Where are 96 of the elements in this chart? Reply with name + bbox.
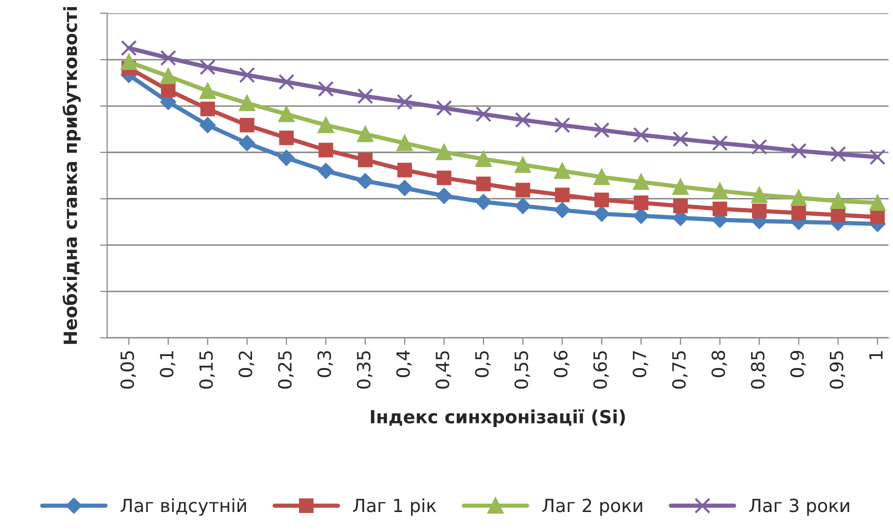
point — [120, 40, 137, 56]
point — [436, 100, 452, 116]
point — [357, 173, 374, 189]
x-tick-label: 0,1 — [160, 351, 176, 378]
legend-label: Лаг відсутній — [120, 498, 246, 516]
point — [436, 144, 452, 160]
x-tick-label: 0,5 — [475, 351, 491, 378]
point — [278, 74, 294, 90]
point — [318, 80, 334, 97]
x-tick-label: 0,75 — [672, 351, 688, 389]
point — [554, 117, 570, 134]
point — [436, 170, 452, 186]
point — [160, 82, 176, 98]
point — [475, 106, 492, 122]
point — [870, 210, 885, 224]
x-tick-label: 0,85 — [750, 351, 766, 389]
point — [594, 192, 609, 208]
point — [516, 182, 530, 198]
point — [752, 204, 767, 218]
x-tick-label: 0,7 — [632, 351, 648, 378]
point — [514, 156, 531, 173]
x-tick-label: 0,15 — [199, 351, 215, 389]
point — [554, 188, 570, 202]
x-tick-label: 0,25 — [278, 351, 294, 389]
point — [318, 163, 334, 179]
point — [870, 149, 886, 166]
x-tick-label: 0,6 — [554, 350, 570, 378]
x-tick-label: 0,45 — [436, 351, 452, 389]
point — [554, 202, 570, 218]
point — [279, 130, 294, 146]
point — [751, 186, 768, 203]
point — [830, 208, 846, 222]
point — [436, 188, 452, 204]
x-tick-label: 0,35 — [356, 351, 372, 389]
point — [870, 194, 886, 211]
point — [634, 196, 648, 210]
point — [160, 68, 176, 84]
point — [791, 206, 806, 220]
point — [200, 82, 216, 99]
point — [396, 180, 413, 196]
point — [790, 190, 807, 206]
x-tick-label: 0,2 — [238, 351, 254, 378]
point — [200, 59, 216, 76]
point — [357, 88, 374, 104]
point — [357, 126, 374, 142]
point — [278, 106, 294, 122]
point — [475, 151, 492, 168]
point — [633, 127, 650, 143]
point — [160, 50, 176, 66]
point — [514, 112, 531, 128]
point — [240, 118, 254, 132]
point — [594, 169, 610, 185]
point — [358, 152, 373, 168]
point — [554, 162, 570, 179]
point — [396, 94, 413, 110]
x-tick-label: 0,3 — [317, 351, 333, 378]
point — [712, 202, 728, 216]
point — [514, 198, 531, 214]
point — [830, 193, 846, 210]
point — [712, 135, 728, 152]
point — [239, 95, 256, 112]
point — [239, 67, 256, 84]
point — [396, 135, 413, 152]
point — [318, 142, 334, 158]
legend-label: Лаг 3 роки — [749, 498, 850, 516]
legend-label: Лаг 2 роки — [542, 498, 642, 516]
point — [594, 206, 610, 222]
point — [790, 142, 807, 159]
point — [673, 198, 688, 214]
point — [397, 162, 412, 178]
point — [633, 174, 650, 190]
x-tick-label: 0,9 — [790, 350, 806, 378]
point — [200, 117, 216, 134]
point — [830, 146, 846, 162]
point — [594, 122, 610, 138]
x-tick-label: 0,4 — [396, 350, 412, 378]
point — [672, 178, 688, 195]
x-axis-title: Індекс синхронізації (Si) — [370, 409, 625, 427]
point — [751, 138, 768, 155]
point — [120, 54, 137, 70]
x-tick-label: 0,65 — [593, 351, 609, 389]
point — [318, 117, 334, 134]
x-tick-label: 0,95 — [830, 351, 846, 389]
point — [278, 150, 294, 166]
legend-label: Лаг 1 рік — [353, 498, 436, 516]
x-tick-label: 0,8 — [711, 350, 727, 378]
x-tick-label: 0,55 — [514, 351, 530, 389]
point — [239, 135, 255, 152]
point — [672, 131, 688, 148]
x-tick-label: 1 — [869, 351, 882, 360]
point — [476, 176, 491, 192]
point — [476, 194, 492, 210]
point — [200, 102, 215, 116]
y-axis-title: Необхідна ставка прибутковості — [62, 7, 81, 344]
point — [712, 182, 728, 199]
x-tick-label: 0,05 — [120, 351, 136, 389]
